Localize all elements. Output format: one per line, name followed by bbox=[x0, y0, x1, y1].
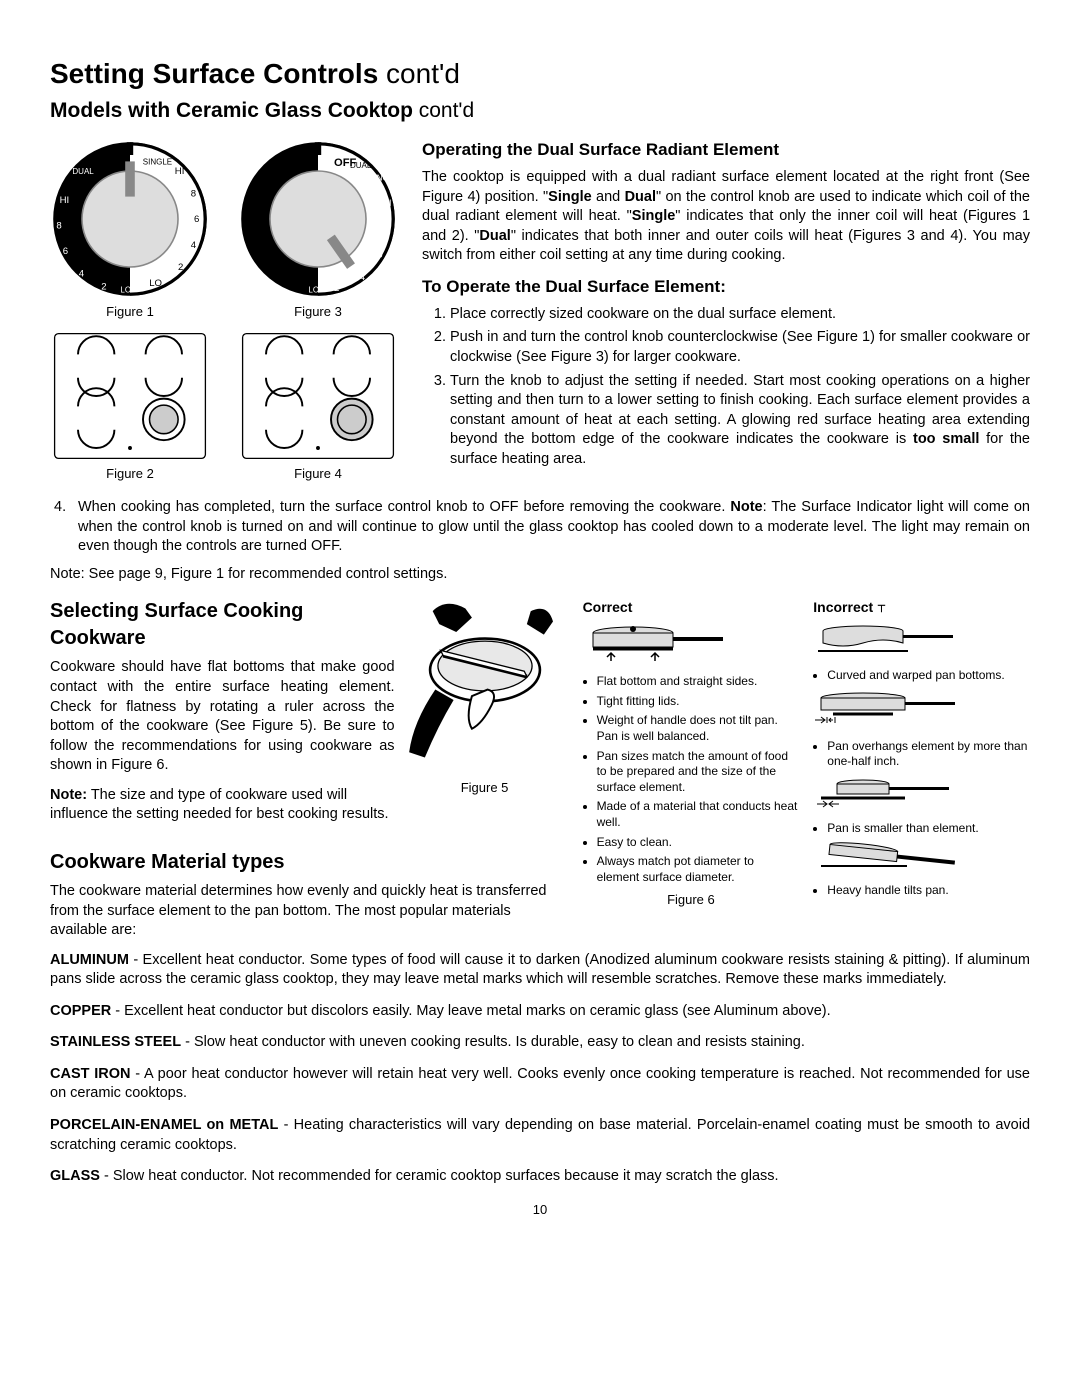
svg-text:4: 4 bbox=[191, 240, 197, 251]
svg-text:4: 4 bbox=[79, 269, 85, 280]
selecting-heading: Selecting Surface Cooking Cookware bbox=[50, 598, 395, 652]
svg-text:2: 2 bbox=[334, 283, 339, 294]
figure-label: Figure 4 bbox=[294, 465, 342, 483]
pan-correct-icon bbox=[583, 623, 733, 663]
incorrect-header: Incorrect ⊤ bbox=[813, 598, 1030, 617]
operate-step-2: Push in and turn the control knob counte… bbox=[450, 328, 1030, 367]
correct-item: Always match pot diameter to element sur… bbox=[597, 854, 800, 885]
material-glass: GLASS - Slow heat conductor. Not recomme… bbox=[50, 1167, 1030, 1187]
svg-text:LO: LO bbox=[308, 286, 319, 295]
svg-text:6: 6 bbox=[262, 170, 267, 181]
svg-text:8: 8 bbox=[191, 189, 196, 200]
svg-text:4: 4 bbox=[249, 195, 255, 206]
knob-figure-1: OFF SINGLE HI 8 6 4 2 LO DUAL HI 8 6 4 2… bbox=[50, 139, 210, 299]
material-castiron: CAST IRON - A poor heat conductor howeve… bbox=[50, 1065, 1030, 1104]
svg-text:HI: HI bbox=[305, 153, 313, 162]
dual-element-heading: Operating the Dual Surface Radiant Eleme… bbox=[422, 139, 1030, 162]
materials-section: ALUMINUM - Excellent heat conductor. Som… bbox=[50, 951, 1030, 1187]
svg-text:6: 6 bbox=[194, 214, 199, 225]
svg-text:8: 8 bbox=[283, 155, 288, 166]
operate-step-3: Turn the knob to adjust the setting if n… bbox=[450, 372, 1030, 470]
operate-heading: To Operate the Dual Surface Element: bbox=[422, 276, 1030, 299]
page-title: Setting Surface Controls cont'd bbox=[50, 55, 1030, 93]
pan-tilt-icon bbox=[813, 842, 963, 872]
svg-text:6: 6 bbox=[63, 246, 68, 257]
svg-text:LO: LO bbox=[254, 251, 265, 260]
operate-list: Place correctly sized cookware on the du… bbox=[422, 305, 1030, 470]
operate-note-bottom: Note: See page 9, Figure 1 for recommend… bbox=[50, 565, 1030, 585]
svg-text:LO: LO bbox=[120, 286, 131, 295]
svg-text:HI: HI bbox=[382, 198, 392, 209]
svg-text:HI: HI bbox=[60, 195, 70, 206]
cookware-types-intro: The cookware material determines how eve… bbox=[50, 882, 565, 941]
svg-text:HI: HI bbox=[175, 166, 185, 177]
pan-overhang-icon bbox=[813, 690, 963, 728]
operate-step-1: Place correctly sized cookware on the du… bbox=[450, 305, 1030, 325]
knob-figure-3: OFF HI 8 6 4 2 LO DUAL SINGLE HI 8 6 4 2… bbox=[238, 139, 398, 299]
material-copper: COPPER - Excellent heat conductor but di… bbox=[50, 1002, 1030, 1022]
dual-element-para: The cooktop is equipped with a dual radi… bbox=[422, 168, 1030, 266]
svg-text:8: 8 bbox=[384, 224, 389, 235]
svg-text:DUAL: DUAL bbox=[72, 167, 94, 176]
correct-item: Easy to clean. bbox=[597, 835, 800, 851]
correct-item: Weight of handle does not tilt pan. Pan … bbox=[597, 713, 800, 744]
svg-text:LO: LO bbox=[149, 278, 162, 289]
correct-item: Pan sizes match the amount of food to be… bbox=[597, 749, 800, 796]
svg-text:DUAL: DUAL bbox=[350, 161, 372, 170]
pan-warped-icon bbox=[813, 623, 963, 657]
material-porcelain: PORCELAIN-ENAMEL on METAL - Heating char… bbox=[50, 1116, 1030, 1155]
cooktop-figure-4 bbox=[238, 331, 398, 461]
correct-list: Flat bottom and straight sides. Tight fi… bbox=[583, 674, 800, 885]
ruler-test-illustration bbox=[405, 598, 565, 768]
figure-label: Figure 5 bbox=[405, 779, 565, 797]
page-subtitle: Models with Ceramic Glass Cooktop cont'd bbox=[50, 97, 1030, 125]
cooktop-figure-2 bbox=[50, 331, 210, 461]
correct-item: Flat bottom and straight sides. bbox=[597, 674, 800, 690]
svg-text:SINGLE: SINGLE bbox=[369, 174, 398, 183]
figure-label: Figure 3 bbox=[294, 303, 342, 321]
material-stainless: STAINLESS STEEL - Slow heat conductor wi… bbox=[50, 1033, 1030, 1053]
svg-text:2: 2 bbox=[246, 224, 251, 235]
incorrect-item: Pan is smaller than element. bbox=[827, 821, 1030, 837]
svg-text:2: 2 bbox=[178, 262, 183, 273]
operate-step-4: When cooking has completed, turn the sur… bbox=[78, 498, 1030, 557]
correct-item: Made of a material that conducts heat we… bbox=[597, 799, 800, 830]
figure-label: Figure 6 bbox=[583, 891, 800, 909]
svg-text:SINGLE: SINGLE bbox=[143, 158, 172, 167]
svg-text:2: 2 bbox=[101, 282, 106, 293]
figure-label: Figure 1 bbox=[106, 303, 154, 321]
svg-text:OFF: OFF bbox=[93, 159, 116, 171]
correct-item: Tight fitting lids. bbox=[597, 694, 800, 710]
incorrect-item: Heavy handle tilts pan. bbox=[827, 883, 1030, 899]
operate-list-cont: When cooking has completed, turn the sur… bbox=[50, 498, 1030, 557]
pan-small-icon bbox=[813, 776, 963, 810]
svg-text:6: 6 bbox=[377, 250, 382, 261]
selecting-para: Cookware should have flat bottoms that m… bbox=[50, 658, 395, 775]
material-aluminum: ALUMINUM - Excellent heat conductor. Som… bbox=[50, 951, 1030, 990]
incorrect-item: Curved and warped pan bottoms. bbox=[827, 668, 1030, 684]
svg-text:4: 4 bbox=[360, 272, 366, 283]
page-number: 10 bbox=[50, 1201, 1030, 1219]
correct-header: Correct bbox=[583, 598, 800, 617]
incorrect-item: Pan overhangs element by more than one-h… bbox=[827, 739, 1030, 770]
cookware-types-heading: Cookware Material types bbox=[50, 849, 565, 876]
figure-label: Figure 2 bbox=[106, 465, 154, 483]
selecting-note: Note: The size and type of cookware used… bbox=[50, 786, 395, 825]
svg-text:8: 8 bbox=[56, 221, 61, 232]
